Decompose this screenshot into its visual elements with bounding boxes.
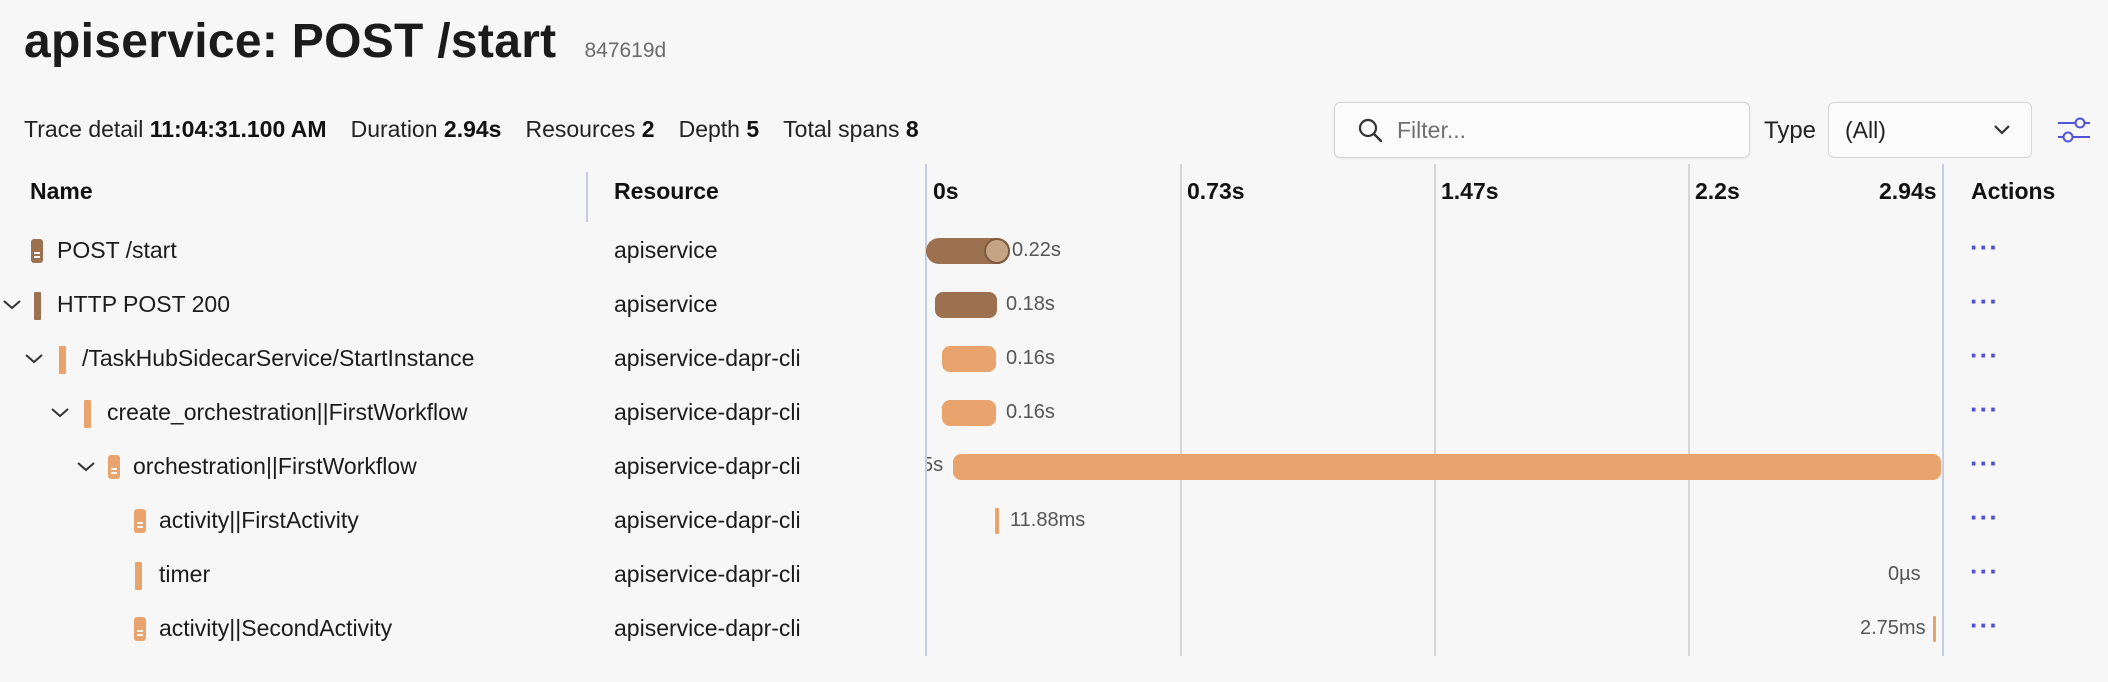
span-duration: 5s (927, 454, 943, 476)
tick-label: 2.2s (1695, 178, 1740, 204)
row-actions-button[interactable]: ··· (1970, 394, 1999, 424)
span-bar[interactable] (953, 454, 1941, 480)
span-resource: apiservice-dapr-cli (614, 615, 801, 641)
column-resize-handle[interactable] (586, 172, 588, 222)
chevron-down-icon[interactable] (74, 454, 98, 478)
type-select-value: (All) (1845, 116, 1886, 143)
tick-label: 0s (933, 178, 959, 204)
chevron-down-icon[interactable] (48, 400, 72, 424)
view-options-icon[interactable] (2056, 112, 2092, 148)
span-name: activity||SecondActivity (159, 615, 393, 641)
span-duration: 0.16s (1006, 347, 1055, 369)
timeline-end-line (1942, 164, 1944, 656)
span-duration: 0.22s (1012, 239, 1061, 261)
column-header-actions: Actions (1971, 178, 2056, 204)
tick-label: 0.73s (1187, 178, 1245, 204)
row-actions-button[interactable]: ··· (1970, 286, 1999, 316)
row-actions-button[interactable]: ··· (1970, 340, 1999, 370)
tick-label: 1.47s (1441, 178, 1499, 204)
span-bar[interactable] (995, 508, 999, 534)
span-duration: 0.16s (1006, 401, 1055, 423)
span-name: HTTP POST 200 (57, 291, 230, 317)
span-resource: apiservice (614, 237, 718, 263)
span-resource: apiservice-dapr-cli (614, 399, 801, 425)
page-header: apiservice: POST /start 847619d (24, 14, 666, 69)
span-name: /TaskHubSidecarService/StartInstance (82, 345, 475, 371)
column-header-resource[interactable]: Resource (614, 178, 719, 204)
span-resource: apiservice-dapr-cli (614, 345, 801, 371)
tick-label: 2.94s (1879, 178, 1937, 204)
trace-depth: Depth 5 (678, 116, 760, 142)
trace-grid: Name Resource 0s 0.73s 1.47s 2.2s 2.94s … (0, 164, 2108, 656)
span-duration-clip: 5s (927, 440, 943, 494)
span-bar[interactable] (942, 346, 996, 372)
filter-box[interactable] (1334, 102, 1750, 158)
span-name: timer (159, 561, 211, 587)
server-icon (108, 455, 120, 479)
search-icon (1358, 118, 1383, 143)
row-actions-button[interactable]: ··· (1970, 502, 1999, 532)
trace-total-spans: Total spans 8 (783, 116, 919, 142)
span-row[interactable]: HTTP POST 200 apiservice 0.18s ··· (0, 278, 2108, 332)
chevron-down-icon (1994, 125, 2010, 135)
trace-summary: Trace detail 11:04:31.100 AM Duration 2.… (24, 116, 943, 143)
span-row[interactable]: activity||SecondActivity apiservice-dapr… (0, 602, 2108, 656)
span-bar[interactable] (1933, 616, 1936, 642)
trace-id: 847619d (584, 39, 667, 62)
span-color-icon (59, 346, 66, 374)
span-row[interactable]: create_orchestration||FirstWorkflow apis… (0, 386, 2108, 440)
span-row[interactable]: POST /start apiservice 0.22s ··· (0, 224, 2108, 278)
gridline (1434, 164, 1436, 656)
span-duration: 11.88ms (1010, 509, 1086, 531)
gridline (1688, 164, 1690, 656)
span-color-icon (34, 292, 41, 320)
span-duration: 0µs (1888, 563, 1921, 585)
span-color-icon (84, 400, 91, 428)
span-bar-handle[interactable] (984, 238, 1010, 264)
filter-input[interactable] (1397, 116, 1717, 144)
page-title: apiservice: POST /start (24, 15, 557, 68)
span-duration: 2.75ms (1860, 617, 1926, 639)
row-actions-button[interactable]: ··· (1970, 232, 1999, 262)
span-resource: apiservice (614, 291, 718, 317)
type-select[interactable]: (All) (1828, 102, 2032, 158)
span-row[interactable]: timer apiservice-dapr-cli 0µs ··· (0, 548, 2108, 602)
gridline (1180, 164, 1182, 656)
span-row[interactable]: orchestration||FirstWorkflow apiservice-… (0, 440, 2108, 494)
span-name: activity||FirstActivity (159, 507, 359, 533)
span-bar[interactable] (935, 292, 997, 318)
server-icon (134, 617, 146, 641)
server-icon (134, 509, 146, 533)
span-resource: apiservice-dapr-cli (614, 507, 801, 533)
span-bar[interactable] (942, 400, 996, 426)
trace-duration: Duration 2.94s (350, 116, 502, 142)
column-header-name[interactable]: Name (30, 178, 93, 204)
span-duration: 0.18s (1006, 293, 1055, 315)
chevron-down-icon[interactable] (0, 292, 24, 316)
trace-resources: Resources 2 (525, 116, 655, 142)
span-resource: apiservice-dapr-cli (614, 453, 801, 479)
span-row[interactable]: /TaskHubSidecarService/StartInstance api… (0, 332, 2108, 386)
row-actions-button[interactable]: ··· (1970, 556, 1999, 586)
span-name: orchestration||FirstWorkflow (133, 453, 417, 479)
span-color-icon (135, 562, 142, 590)
server-icon (31, 239, 43, 263)
row-actions-button[interactable]: ··· (1970, 610, 1999, 640)
timeline-start-line (925, 164, 927, 656)
span-name: create_orchestration||FirstWorkflow (107, 399, 468, 425)
span-row[interactable]: activity||FirstActivity apiservice-dapr-… (0, 494, 2108, 548)
row-actions-button[interactable]: ··· (1970, 448, 1999, 478)
span-name: POST /start (57, 237, 177, 263)
type-label: Type (1764, 117, 1817, 144)
trace-detail: Trace detail 11:04:31.100 AM (24, 116, 327, 142)
span-resource: apiservice-dapr-cli (614, 561, 801, 587)
chevron-down-icon[interactable] (22, 346, 46, 370)
